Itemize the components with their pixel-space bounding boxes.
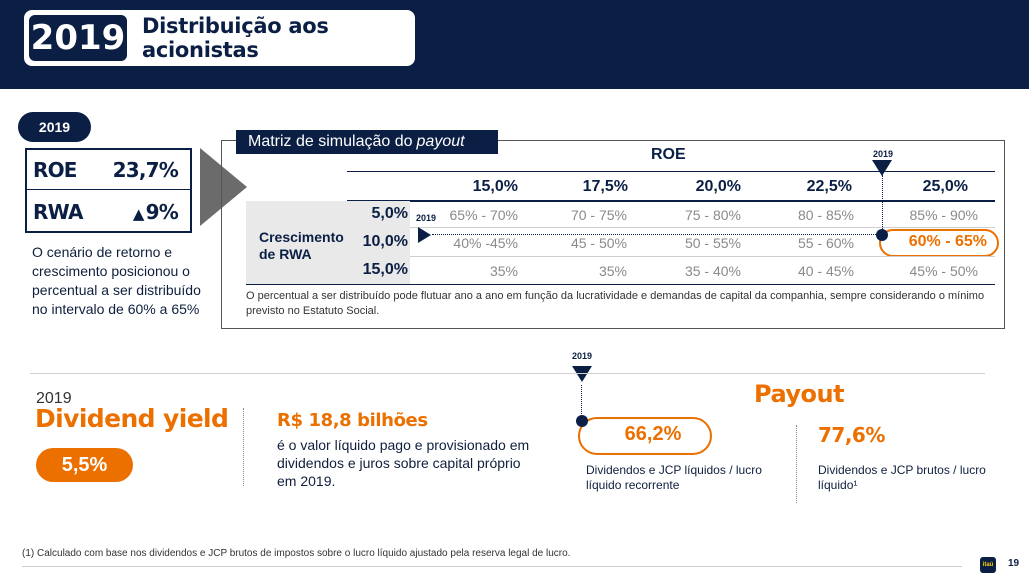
- matrix-marker-year: 2019: [873, 149, 894, 159]
- dotted-separator: [243, 408, 244, 486]
- up-arrow-icon: ▲: [132, 205, 145, 223]
- divider: [30, 373, 985, 374]
- context-text: O cenário de retorno e crescimento posic…: [32, 244, 201, 317]
- matrix-cell: 45% - 50%: [909, 263, 978, 279]
- divider: [410, 256, 995, 257]
- row-group-label: Crescimento de RWA: [259, 229, 344, 263]
- marker-dot: [876, 229, 888, 241]
- payout-value-net: 66,2%: [624, 423, 682, 445]
- title-box: 2019 Distribuição aos acionistas: [24, 10, 415, 66]
- chevron-right-icon: [200, 148, 247, 226]
- matrix-title: Matriz de simulação do payout: [236, 130, 498, 154]
- matrix-cell: 85% - 90%: [909, 207, 978, 223]
- row-header: 15,0%: [362, 261, 408, 278]
- matrix-cell: 65% - 70%: [449, 207, 518, 223]
- row-group-bg: [246, 201, 410, 284]
- rwa-value: 9%: [145, 200, 179, 224]
- matrix-cell: 50 - 55%: [684, 235, 741, 251]
- matrix-cell: 55 - 60%: [797, 235, 854, 251]
- dividend-yield-year: 2019: [36, 390, 72, 407]
- payout-description-gross: Dividendos e JCP brutos / lucro líquido¹: [818, 463, 986, 492]
- dotted-guide: [581, 385, 582, 422]
- matrix-note: O percentual a ser distribuído pode flut…: [246, 290, 985, 317]
- matrix-title-text: Matriz de simulação do: [248, 133, 413, 150]
- rwa-row: RWA ▲ 9%: [27, 192, 190, 232]
- year-badge: 2019: [29, 15, 127, 61]
- column-header: 22,5%: [806, 178, 852, 195]
- triangle-down-icon: [872, 160, 892, 176]
- marker-dot: [576, 415, 588, 427]
- roe-value: 23,7%: [112, 157, 179, 182]
- rwa-value-group: ▲ 9%: [132, 200, 179, 224]
- page-number: 19: [1008, 558, 1020, 569]
- matrix-cell: 40 - 45%: [797, 263, 854, 279]
- matrix-cell: 35%: [489, 263, 518, 279]
- highlighted-cell: 60% - 65%: [908, 233, 987, 250]
- divider: [347, 200, 995, 202]
- payout-value-gross: 77,6%: [818, 423, 885, 447]
- dotted-guide: [882, 175, 883, 235]
- matrix-title-emphasis: payout: [416, 133, 465, 150]
- footnote: (1) Calculado com base nos dividendos e …: [22, 548, 571, 559]
- roe-row: ROE 23,7%: [27, 150, 190, 190]
- matrix-box: [221, 140, 1005, 329]
- roe-header: ROE: [651, 146, 686, 163]
- row-header: 5,0%: [371, 205, 408, 222]
- divider: [22, 566, 962, 567]
- divider: [410, 227, 995, 228]
- payout-title: Payout: [754, 380, 845, 408]
- year-pill: 2019: [18, 112, 91, 142]
- row-marker-year: 2019: [416, 213, 437, 223]
- page-title: Distribuição aos acionistas: [142, 14, 329, 62]
- matrix-cell: 35 - 40%: [684, 263, 741, 279]
- dividend-yield-title: Dividend yield: [35, 404, 229, 433]
- row-group-label-line: de RWA: [259, 246, 312, 262]
- timeline-year: 2019: [572, 351, 593, 361]
- matrix-cell: 75 - 80%: [684, 207, 741, 223]
- divider: [246, 284, 995, 285]
- dotted-guide: [432, 234, 880, 235]
- column-header: 25,0%: [922, 178, 968, 195]
- roe-label: ROE: [33, 157, 77, 182]
- triangle-down-icon: [572, 366, 592, 382]
- dotted-separator: [796, 425, 797, 503]
- row-group-label-line: Crescimento: [259, 229, 344, 245]
- matrix-cell: 35%: [598, 263, 627, 279]
- matrix-cell: 40% -45%: [453, 235, 518, 251]
- payout-description-net: Dividendos e JCP líquidos / lucro líquid…: [586, 463, 762, 492]
- matrix-cell: 70 - 75%: [570, 207, 627, 223]
- amount-title: R$ 18,8 bilhões: [277, 410, 428, 431]
- matrix-cell: 80 - 85%: [797, 207, 854, 223]
- dividend-yield-value: 5,5%: [36, 448, 133, 482]
- column-header: 15,0%: [472, 178, 518, 195]
- row-header: 10,0%: [362, 233, 408, 250]
- divider: [347, 171, 995, 172]
- matrix-cell: 45 - 50%: [570, 235, 627, 251]
- column-header: 20,0%: [695, 178, 741, 195]
- kpi-box: ROE 23,7% RWA ▲ 9%: [25, 148, 192, 233]
- itau-logo: itaú: [980, 557, 996, 573]
- triangle-right-icon: [418, 227, 431, 243]
- amount-description: é o valor líquido pago e provisionado em…: [277, 437, 530, 489]
- column-header: 17,5%: [582, 178, 628, 195]
- payout-pill: [578, 417, 712, 455]
- header-bar: 2019 Distribuição aos acionistas: [0, 0, 1029, 89]
- rwa-label: RWA: [33, 200, 83, 224]
